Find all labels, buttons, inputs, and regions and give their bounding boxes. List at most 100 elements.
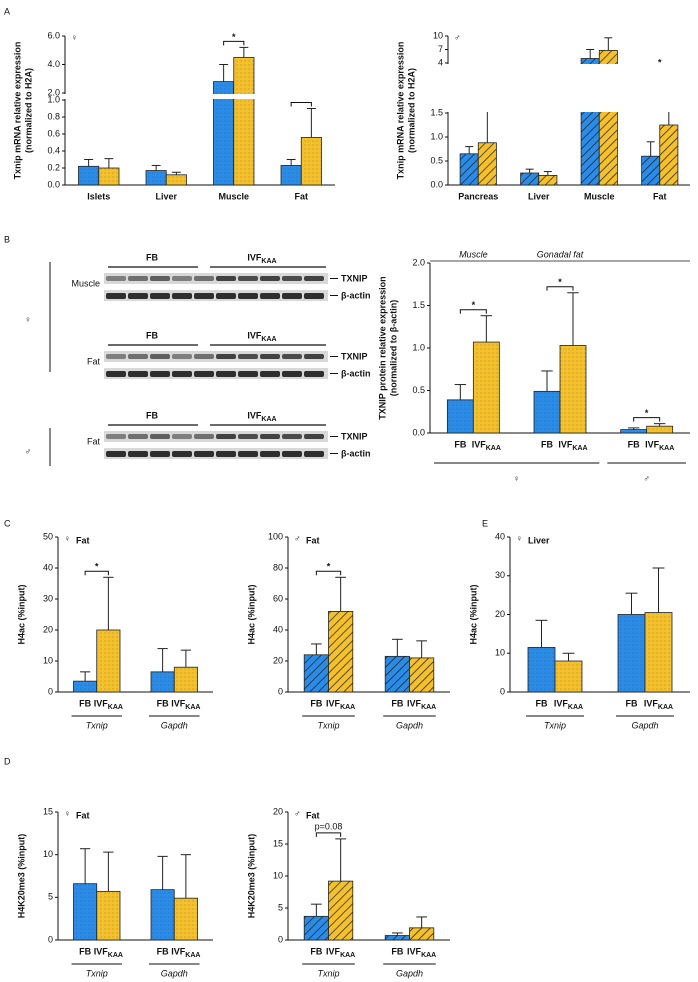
error-bar [416,640,427,658]
blot-band [260,371,280,377]
error-bar [157,648,168,672]
blot-band [260,276,280,281]
bar [73,883,98,941]
y-tick-label: 40 [273,624,283,634]
bar-label: FB [626,698,638,708]
blot-band [106,276,126,281]
bar-label: IVFKAA [407,698,436,710]
bar [472,341,500,434]
error-bar [311,903,322,917]
error-bar [157,855,168,890]
blot-band [128,276,148,281]
y-tick-label: 1.0 [47,94,60,104]
blot-band [194,293,214,299]
y-axis-label: H4ac (%input) [468,584,478,644]
tissue-label: Fat [76,810,90,820]
bar [659,124,679,186]
y-tick-label: 15 [273,838,283,848]
blot-band [238,451,258,457]
bar [300,136,322,186]
x-tick-label: Fat [653,191,667,201]
significance-label: p=0.08 [315,821,343,831]
y-tick-label: 20 [273,655,283,665]
blot-band [128,371,148,377]
y-tick-label: 20 [273,806,283,816]
group-label: Gapdh [631,720,658,730]
bar [384,935,410,941]
blot-band [260,354,280,359]
blot-band [282,354,302,359]
sex-symbol: ♂ [294,533,301,543]
band-label: TXNIP [341,273,368,283]
subscript: KAA [261,336,276,343]
bar [280,165,302,186]
error-bar [541,370,553,392]
bar-label: FB [628,439,640,449]
blot-band [106,434,126,439]
sex-symbol: ♀ [516,533,523,543]
bar [328,880,354,941]
bar-label: IVFKAA [326,946,355,958]
bar-label: FB [391,698,403,708]
y-tick-label: 0.4 [47,145,60,155]
significance-label: * [658,58,662,68]
y-axis-label: (normalized to β-actin) [388,300,398,397]
blot-band [260,434,280,439]
bar-label: IVFKAA [554,698,583,710]
blot-band [216,451,236,457]
y-tick-label: 0 [500,686,505,696]
sex-symbol: ♀ [64,808,71,818]
y-tick-label: 40 [43,562,53,572]
subscript: KAA [261,258,276,265]
bar [150,671,175,693]
blot-band [150,434,170,439]
bar [145,170,167,186]
y-tick-label: 10 [43,655,53,665]
y-tick-label: 0.2 [47,162,60,172]
blot-band [150,354,170,359]
significance-label: * [95,562,99,572]
bar [73,680,98,693]
bar-label: FB [157,698,169,708]
bar [646,425,674,434]
y-tick-label: 0.6 [47,128,60,138]
tissue-label: Fat [306,810,320,820]
y-tick-label: 10 [43,849,53,859]
sex-symbol: ♂ [25,446,32,456]
significance-bracket [315,832,342,837]
bar-label: IVFKAA [247,330,276,342]
error-bar [480,315,493,343]
error-bar [335,838,346,882]
bar-label: FB [454,439,466,449]
bar-label: FB [79,698,91,708]
bar-label: IVFKAA [558,439,587,451]
subscript: KAA [421,952,436,959]
y-tick-label: 0 [48,934,53,944]
group-label: Gapdh [396,968,423,978]
bar [384,655,410,693]
error-bar [306,108,316,138]
error-bar [103,576,114,630]
blot-band [260,293,280,299]
sex-symbol: ♀ [513,473,520,483]
blot-band [282,434,302,439]
tissue-label: Fat [87,356,101,366]
group-label: Txnip [86,720,108,730]
blot-band [128,293,148,299]
blot-band [238,276,258,281]
blot-band [282,371,302,377]
bar [559,345,587,434]
blot-band [172,371,192,377]
blot-band [216,434,236,439]
sex-symbol: ♀ [25,314,32,324]
sex-symbol: ♀ [64,533,71,543]
sex-symbol: ♂ [294,808,301,818]
x-tick-label: Liver [528,191,550,201]
significance-label: * [645,408,649,418]
blot-band [128,354,148,359]
axis-break [61,94,335,99]
bar [617,614,646,693]
blot-band [194,434,214,439]
